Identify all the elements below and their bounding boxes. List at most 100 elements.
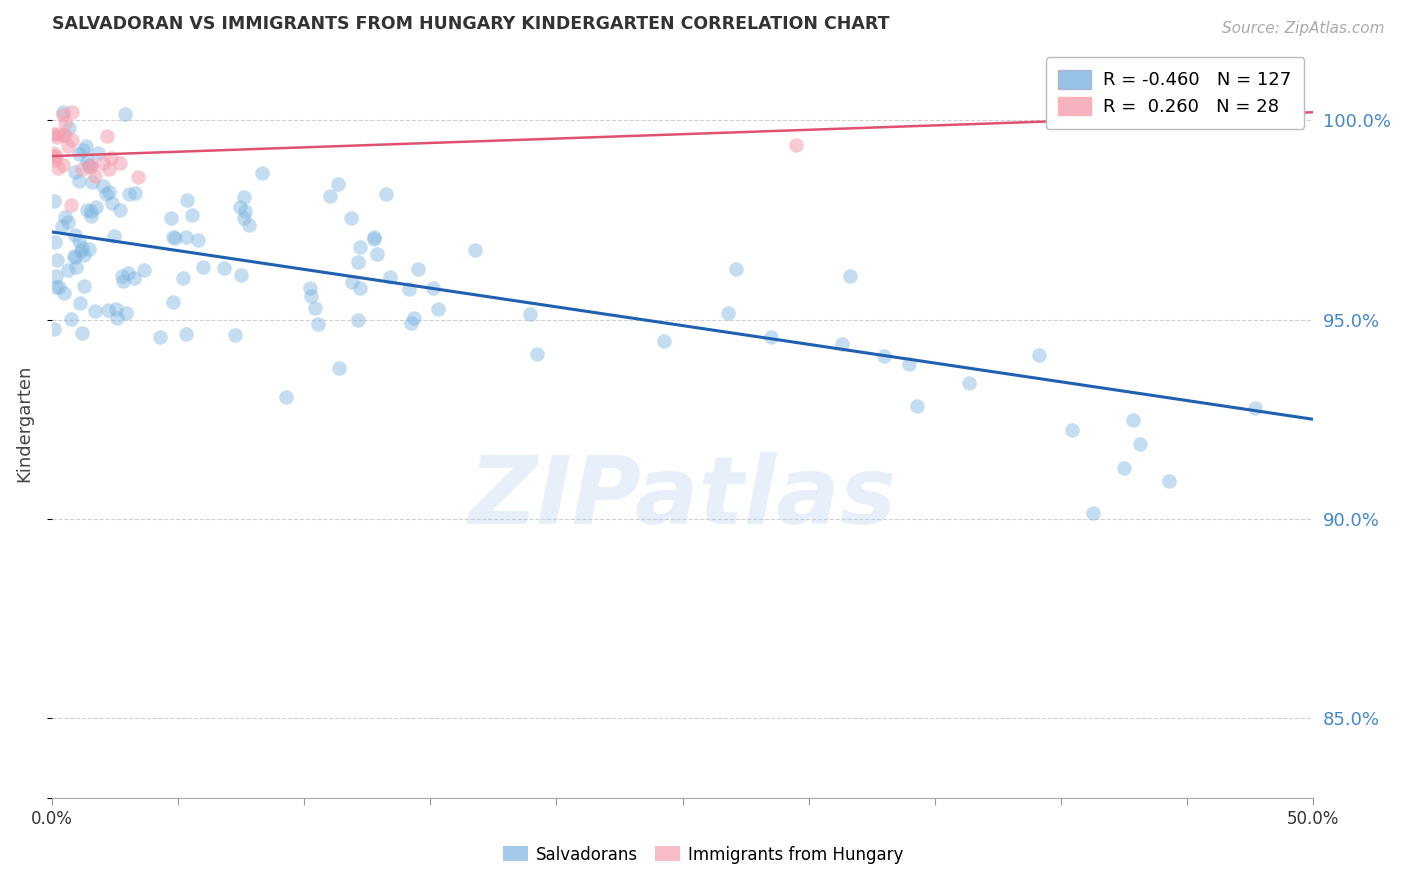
Point — [339, 211, 361, 225]
Point — [957, 376, 980, 390]
Point — [52, 158, 75, 172]
Point — [328, 360, 350, 375]
Point — [98, 185, 121, 199]
Point — [76, 202, 98, 217]
Point — [785, 138, 807, 153]
Point — [276, 391, 298, 405]
Point — [44, 149, 66, 163]
Legend: R = -0.460   N = 127, R =  0.260   N = 28: R = -0.460 N = 127, R = 0.260 N = 28 — [1046, 57, 1305, 128]
Point — [319, 188, 342, 202]
Point — [93, 156, 115, 170]
Text: ZIPatlas: ZIPatlas — [468, 452, 897, 544]
Point — [91, 179, 114, 194]
Point — [67, 146, 90, 161]
Point — [654, 334, 676, 348]
Point — [117, 266, 139, 280]
Point — [839, 269, 862, 284]
Point — [52, 105, 75, 120]
Point — [72, 143, 94, 157]
Point — [238, 219, 260, 233]
Point — [172, 270, 194, 285]
Point — [70, 241, 93, 255]
Text: SALVADORAN VS IMMIGRANTS FROM HUNGARY KINDERGARTEN CORRELATION CHART: SALVADORAN VS IMMIGRANTS FROM HUNGARY KI… — [52, 15, 889, 33]
Point — [519, 307, 541, 321]
Point — [80, 203, 103, 218]
Point — [347, 255, 370, 269]
Point — [228, 200, 250, 214]
Point — [1083, 507, 1105, 521]
Point — [45, 268, 67, 283]
Point — [52, 286, 75, 301]
Point — [52, 108, 75, 122]
Point — [363, 230, 385, 244]
Point — [399, 316, 422, 330]
Point — [58, 139, 80, 153]
Point — [180, 208, 202, 222]
Point — [160, 211, 183, 226]
Point — [229, 268, 252, 283]
Point — [1122, 413, 1144, 427]
Point — [60, 105, 83, 120]
Point — [62, 249, 84, 263]
Point — [163, 231, 186, 245]
Point — [298, 281, 321, 295]
Point — [307, 318, 329, 332]
Point — [124, 186, 146, 200]
Point — [53, 116, 76, 130]
Point — [46, 161, 69, 175]
Point — [831, 337, 853, 351]
Point — [44, 235, 66, 250]
Point — [73, 278, 96, 293]
Point — [162, 229, 184, 244]
Point — [59, 198, 82, 212]
Point — [94, 187, 117, 202]
Point — [46, 128, 69, 142]
Point — [108, 202, 131, 217]
Point — [98, 161, 121, 176]
Point — [232, 190, 254, 204]
Point — [398, 282, 420, 296]
Point — [83, 169, 105, 183]
Point — [72, 247, 94, 261]
Point — [52, 128, 75, 142]
Point — [349, 280, 371, 294]
Point — [363, 232, 385, 246]
Point — [84, 201, 107, 215]
Point — [907, 399, 929, 413]
Point — [304, 301, 326, 316]
Point — [1129, 437, 1152, 451]
Point — [149, 330, 172, 344]
Text: Source: ZipAtlas.com: Source: ZipAtlas.com — [1222, 21, 1385, 36]
Point — [1028, 348, 1050, 362]
Point — [375, 187, 398, 202]
Point — [53, 211, 76, 225]
Point — [717, 305, 740, 319]
Point — [176, 194, 198, 208]
Point — [45, 252, 67, 267]
Point — [108, 156, 131, 170]
Point — [404, 311, 426, 326]
Point — [44, 153, 66, 167]
Point — [105, 310, 128, 325]
Point — [347, 313, 370, 327]
Point — [87, 146, 110, 161]
Point — [48, 279, 70, 293]
Point — [326, 178, 349, 192]
Y-axis label: Kindergarten: Kindergarten — [15, 365, 32, 482]
Point — [724, 262, 747, 277]
Point — [59, 312, 82, 326]
Point — [56, 262, 79, 277]
Point — [299, 289, 322, 303]
Point — [250, 166, 273, 180]
Point — [80, 158, 103, 172]
Point — [42, 127, 65, 141]
Point — [46, 130, 69, 145]
Point — [100, 151, 122, 165]
Point — [1157, 475, 1180, 489]
Point — [77, 242, 100, 256]
Point — [76, 154, 98, 169]
Point — [162, 295, 184, 310]
Point — [366, 247, 388, 261]
Point — [1114, 461, 1136, 475]
Point — [42, 146, 65, 161]
